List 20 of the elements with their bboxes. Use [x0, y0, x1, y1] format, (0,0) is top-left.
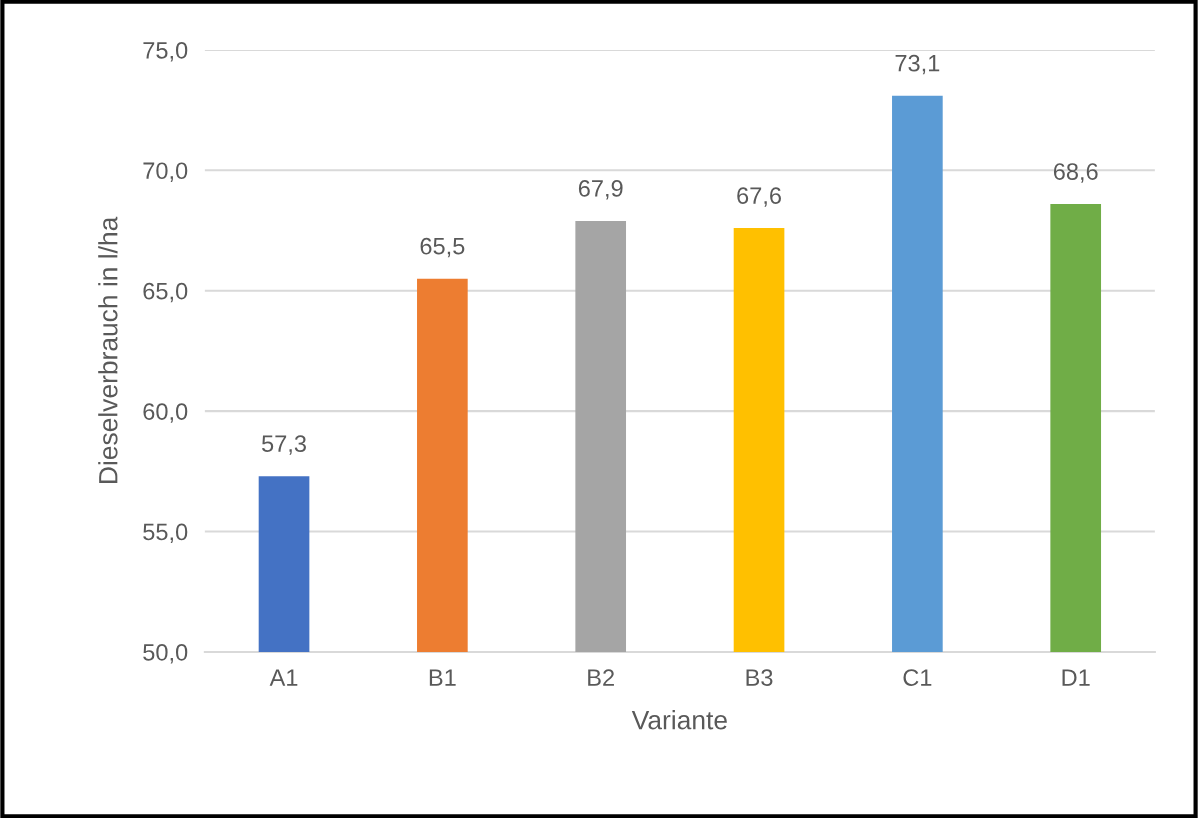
y-tick-label: 55,0 — [143, 523, 188, 544]
x-tick-label: A1 — [269, 669, 298, 686]
data-label: 68,6 — [1053, 163, 1098, 183]
x-tick-label: C1 — [903, 669, 932, 686]
x-tick-label: D1 — [1062, 669, 1090, 686]
data-label: 65,5 — [420, 237, 465, 258]
x-axis-title: Variante — [631, 710, 727, 730]
y-tick-label: 75,0 — [143, 41, 188, 62]
data-label: 67,6 — [737, 187, 781, 207]
y-tick-label: 65,0 — [143, 282, 188, 303]
y-tick-label: 60,0 — [143, 403, 188, 423]
y-axis-title: Dieselverbrauch in l/ha — [98, 216, 118, 483]
y-tick-label: 50,0 — [143, 644, 188, 664]
data-label: 57,3 — [262, 435, 306, 455]
x-tick-label: B2 — [588, 669, 614, 686]
data-label: 67,9 — [578, 180, 623, 200]
data-label: 73,1 — [895, 54, 940, 75]
x-tick-label: B3 — [746, 669, 773, 686]
y-tick-label: 70,0 — [143, 162, 188, 182]
x-tick-label: B1 — [429, 669, 456, 686]
